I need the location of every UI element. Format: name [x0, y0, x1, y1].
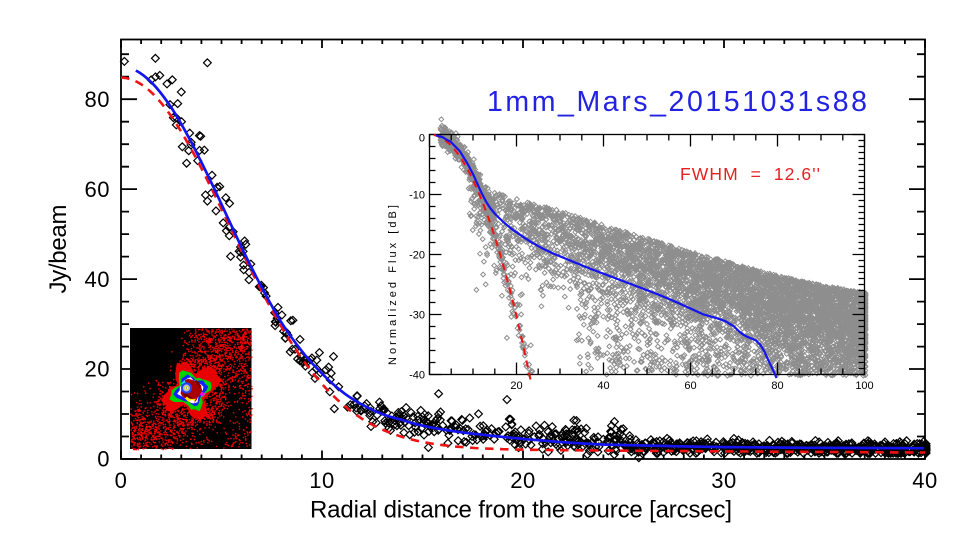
- svg-text:0: 0: [419, 133, 425, 145]
- svg-text:20: 20: [510, 468, 535, 493]
- svg-text:10: 10: [309, 468, 334, 493]
- svg-text:100: 100: [855, 380, 873, 392]
- svg-text:60: 60: [684, 380, 696, 392]
- svg-text:30: 30: [711, 468, 736, 493]
- svg-text:-30: -30: [409, 310, 425, 322]
- svg-text:0: 0: [115, 468, 128, 493]
- svg-text:-40: -40: [409, 370, 425, 382]
- svg-text:0: 0: [97, 447, 110, 472]
- svg-text:60: 60: [85, 177, 110, 202]
- svg-text:80: 80: [771, 380, 783, 392]
- svg-text:40: 40: [85, 267, 110, 292]
- svg-text:1mm_Mars_20151031s88: 1mm_Mars_20151031s88: [487, 86, 867, 118]
- svg-text:20: 20: [510, 380, 522, 392]
- svg-text:-20: -20: [409, 250, 425, 262]
- svg-text:FWHM = 12.6'': FWHM = 12.6'': [680, 164, 820, 184]
- svg-text:-10: -10: [409, 190, 425, 202]
- svg-text:Jy/beam: Jy/beam: [45, 205, 72, 294]
- svg-text:Normalized Flux [dB]: Normalized Flux [dB]: [387, 205, 399, 365]
- svg-text:Radial distance from the sourc: Radial distance from the source [arcsec]: [310, 497, 732, 524]
- svg-text:40: 40: [912, 468, 937, 493]
- svg-text:40: 40: [597, 380, 609, 392]
- svg-text:20: 20: [85, 357, 110, 382]
- svg-text:80: 80: [85, 87, 110, 112]
